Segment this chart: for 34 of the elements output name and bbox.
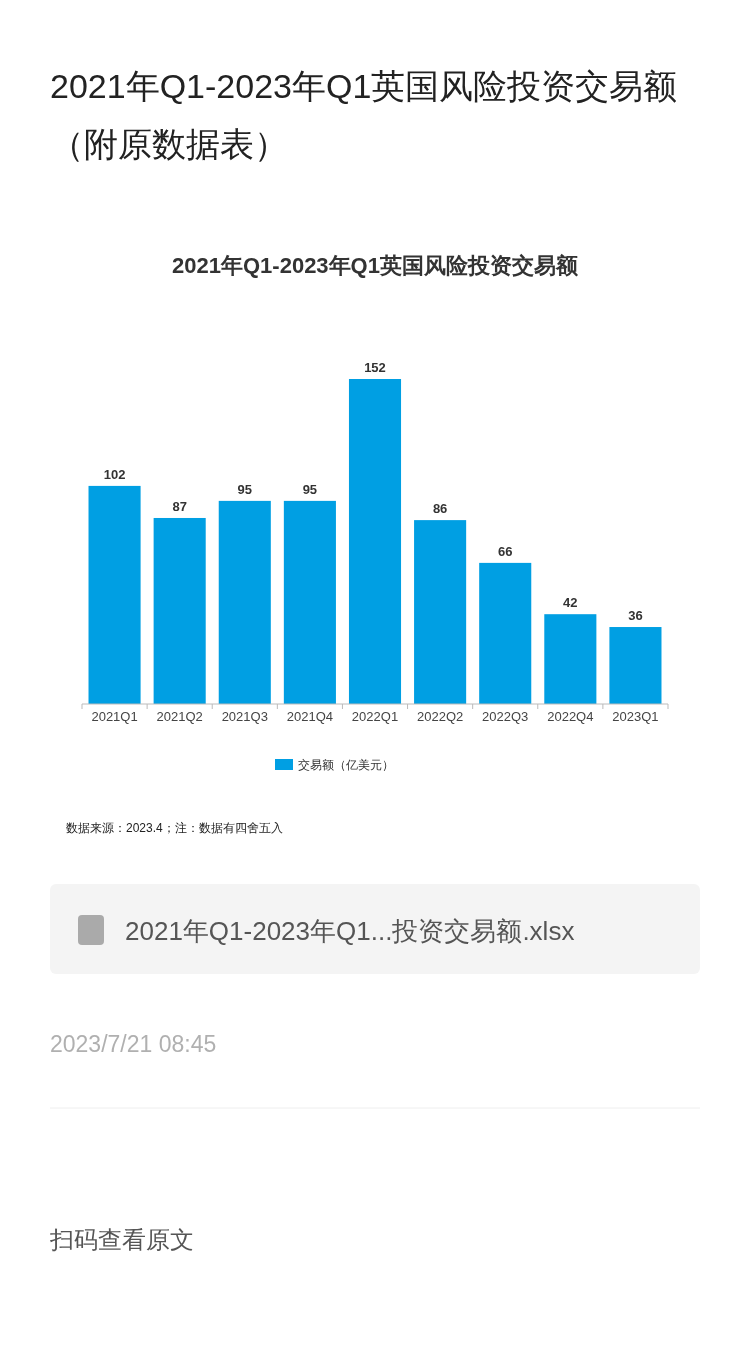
bar: [544, 614, 597, 704]
text: 扫码查看原文: [49, 1226, 194, 1253]
x-tick-label: 2021Q3: [221, 709, 268, 724]
page-heading: 2021年Q1-2023年Q1英国风险投资交易额（附原数据表）: [50, 67, 678, 163]
x-tick-label: 2022Q2: [416, 709, 464, 724]
data-label: 152: [364, 360, 386, 375]
bar: [414, 520, 467, 704]
bar: [153, 517, 206, 704]
x-tick-label: 2022Q4: [547, 709, 594, 724]
chart-title: 2021年Q1-2023年Q1英国风险投资交易额: [172, 253, 579, 278]
x-tick-label: 2023Q1: [612, 709, 659, 724]
bar: [88, 485, 141, 704]
bar: [479, 562, 532, 704]
data-label: 87: [172, 498, 187, 514]
x-tick-label: 2021Q4: [286, 709, 334, 724]
x-tick-label: 2022Q3: [482, 709, 529, 724]
data-label: 42: [563, 595, 578, 611]
bar: [609, 627, 662, 704]
legend-label: 交易额（亿美元）: [298, 758, 394, 772]
text: 2023/7/21 08:45: [50, 1031, 217, 1057]
x-tick-label: 2021Q1: [91, 709, 138, 724]
data-label: 95: [302, 481, 318, 497]
data-label: 86: [432, 501, 448, 517]
x-tick-label: 2022Q1: [351, 709, 399, 724]
bar: [218, 500, 271, 704]
text: 2021年Q1-2023年Q1...投资交易额.xlsx: [125, 916, 575, 946]
data-label: 36: [628, 608, 643, 624]
bar: [348, 379, 402, 704]
data-label: 66: [497, 543, 513, 559]
data-label: 102: [103, 466, 126, 482]
bar: [283, 500, 336, 704]
source-note: 数据来源：2023.4；注：数据有四舍五入: [66, 821, 283, 835]
x-tick-label: 2021Q2: [156, 709, 203, 724]
data-label: 95: [237, 481, 253, 497]
